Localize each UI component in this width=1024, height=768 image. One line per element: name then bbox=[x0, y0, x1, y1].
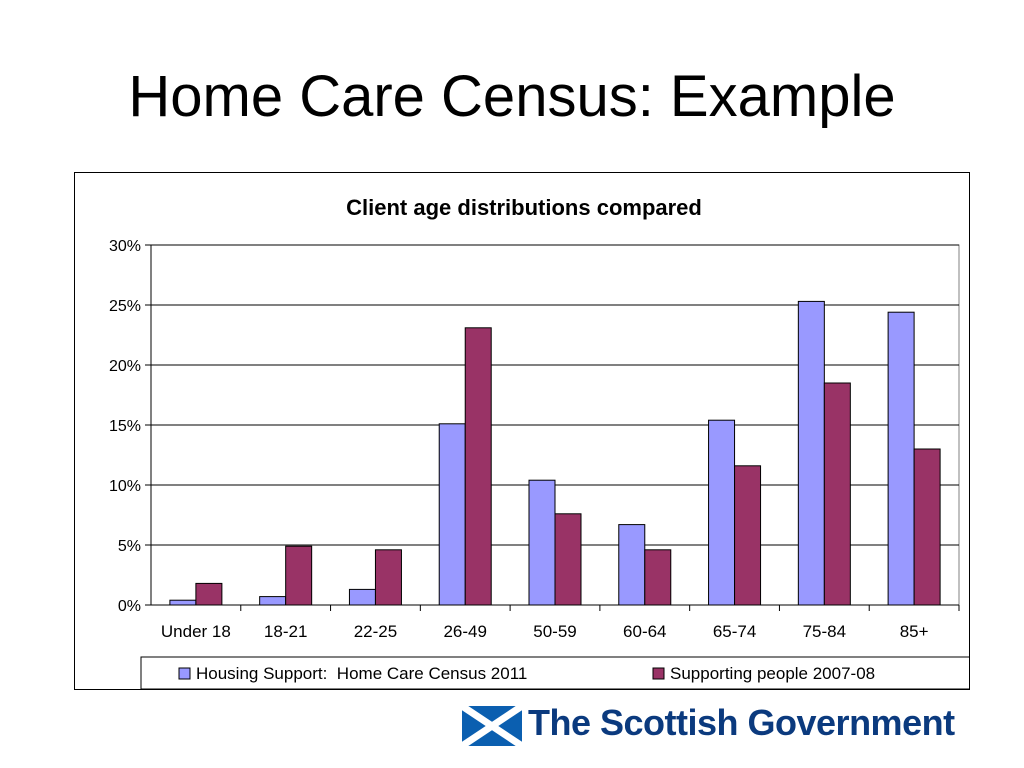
bar-housing-support bbox=[259, 596, 287, 606]
x-tick-label: 65-74 bbox=[713, 622, 756, 641]
bar-housing-support bbox=[528, 479, 556, 606]
y-tick-label: 10% bbox=[109, 478, 141, 495]
axes: 0% 5% 10% 15% 20% 25% 30% Under 18 18-21 22-25 26-… bbox=[109, 238, 960, 641]
x-tick-label: Under 18 bbox=[161, 622, 231, 641]
bar-housing-support bbox=[169, 599, 197, 606]
y-tick-label: 0% bbox=[118, 598, 141, 615]
bar-housing-support bbox=[708, 419, 736, 606]
chart-title: Client age distributions compared bbox=[346, 195, 702, 220]
x-tick-label: 50-59 bbox=[533, 622, 576, 641]
bar-housing-support bbox=[618, 524, 646, 606]
x-tick-label: 26-49 bbox=[443, 622, 486, 641]
bar-supporting-people bbox=[464, 327, 492, 606]
bar-chart: Client age distributions compared 0% 5% 10… bbox=[109, 195, 969, 689]
legend-swatch bbox=[178, 667, 191, 680]
scottish-government-logo: The Scottish Government bbox=[462, 700, 982, 750]
slide-title: Home Care Census: Example bbox=[128, 64, 896, 129]
legend: Housing Support: Home Care Census 2011 Su… bbox=[140, 656, 969, 689]
x-tick-label: 85+ bbox=[900, 622, 929, 641]
x-tick-label: 22-25 bbox=[354, 622, 397, 641]
legend-swatch bbox=[652, 667, 665, 680]
logo-text: The Scottish Government bbox=[528, 702, 955, 743]
chart-frame: Client age distributions compared 0% 5% 10… bbox=[74, 172, 970, 690]
y-tick-label: 15% bbox=[109, 418, 141, 435]
bar-supporting-people bbox=[913, 448, 941, 606]
legend-box bbox=[140, 656, 969, 689]
legend-label: Housing Support: Home Care Census 2011 bbox=[196, 664, 527, 683]
bar-housing-support bbox=[887, 311, 915, 606]
y-tick-label: 20% bbox=[109, 358, 141, 375]
y-tick-label: 5% bbox=[118, 538, 141, 555]
y-tick-label: 30% bbox=[109, 238, 141, 255]
bar-supporting-people bbox=[644, 549, 672, 606]
bar-housing-support bbox=[797, 300, 825, 606]
x-tick-label: 60-64 bbox=[623, 622, 666, 641]
bar-supporting-people bbox=[374, 549, 402, 606]
y-tick-label: 25% bbox=[109, 298, 141, 315]
bar-housing-support bbox=[348, 588, 376, 606]
bar-housing-support bbox=[438, 423, 466, 606]
x-tick-label: 18-21 bbox=[264, 622, 307, 641]
bar-supporting-people bbox=[734, 465, 762, 606]
bars bbox=[169, 300, 941, 606]
x-tick-label: 75-84 bbox=[803, 622, 846, 641]
legend-label: Supporting people 2007-08 bbox=[670, 664, 875, 683]
bar-supporting-people bbox=[554, 513, 582, 606]
bar-supporting-people bbox=[823, 382, 851, 606]
bar-supporting-people bbox=[195, 582, 223, 606]
saltire-flag-icon bbox=[462, 706, 522, 746]
bar-supporting-people bbox=[285, 545, 313, 606]
